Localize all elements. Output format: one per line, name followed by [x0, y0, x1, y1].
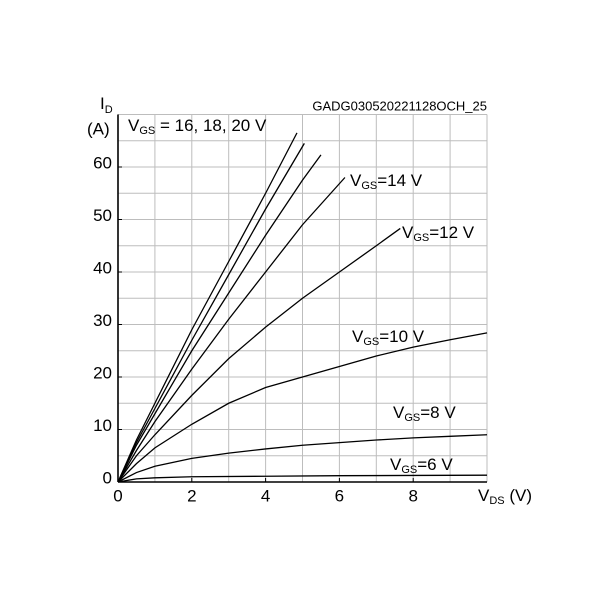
figure-code: GADG030520221128OCH_25	[312, 98, 487, 113]
y-tick-label: 60	[93, 153, 112, 172]
y-tick-label: 50	[93, 206, 112, 225]
curve	[117, 474, 488, 483]
label-sub: GS	[413, 232, 429, 244]
label-rest: =14 V	[377, 171, 423, 190]
curve	[117, 132, 298, 483]
y-axis-unit: (A)	[87, 119, 110, 138]
curve	[117, 332, 488, 483]
label-rest: =12 V	[429, 223, 475, 242]
x-tick-label: 2	[187, 486, 196, 505]
curve-label: VGS = 16, 18, 20 V	[128, 116, 267, 136]
curve-label: VGS=14 V	[350, 171, 423, 191]
label-main: V	[128, 116, 140, 135]
curve	[117, 177, 346, 483]
x-label-sub: DS	[489, 495, 504, 507]
x-label-main: V	[478, 486, 490, 505]
label-main: V	[402, 223, 414, 242]
x-tick-label: 0	[113, 486, 122, 505]
label-sub: GS	[361, 180, 377, 192]
curve	[117, 227, 401, 483]
y-tick-label: 40	[93, 258, 112, 277]
curve	[117, 143, 305, 483]
label-main: V	[352, 327, 364, 346]
label-sub: GS	[404, 412, 420, 424]
curve-label: VGS=12 V	[402, 223, 475, 243]
curve	[117, 154, 322, 483]
label-sub: GS	[401, 464, 417, 476]
label-rest: =10 V	[379, 327, 425, 346]
label-sub: GS	[363, 336, 379, 348]
y-tick-label: 10	[93, 416, 112, 435]
label-main: V	[350, 171, 362, 190]
label-sub: GS	[139, 125, 155, 137]
x-axis-label: VDS (V)	[478, 486, 532, 506]
x-label-unit: (V)	[505, 486, 532, 505]
curve-label: VGS=8 V	[393, 403, 456, 423]
y-tick-label: 0	[103, 468, 112, 487]
label-rest: =8 V	[420, 403, 456, 422]
curve-label: VGS=6 V	[390, 455, 453, 475]
x-tick-label: 8	[408, 486, 417, 505]
curve-label: VGS=10 V	[352, 327, 425, 347]
y-axis-label: ID	[100, 94, 113, 115]
x-tick-label: 6	[335, 486, 344, 505]
label-main: V	[393, 403, 405, 422]
label-main: V	[390, 455, 402, 474]
curve	[117, 434, 488, 483]
x-tick-label: 4	[261, 486, 270, 505]
y-label-main: I	[100, 94, 105, 113]
label-rest: =6 V	[417, 455, 453, 474]
y-label-sub: D	[105, 104, 113, 116]
y-tick-label: 20	[93, 363, 112, 382]
y-tick-label: 30	[93, 311, 112, 330]
label-rest: = 16, 18, 20 V	[155, 116, 267, 135]
